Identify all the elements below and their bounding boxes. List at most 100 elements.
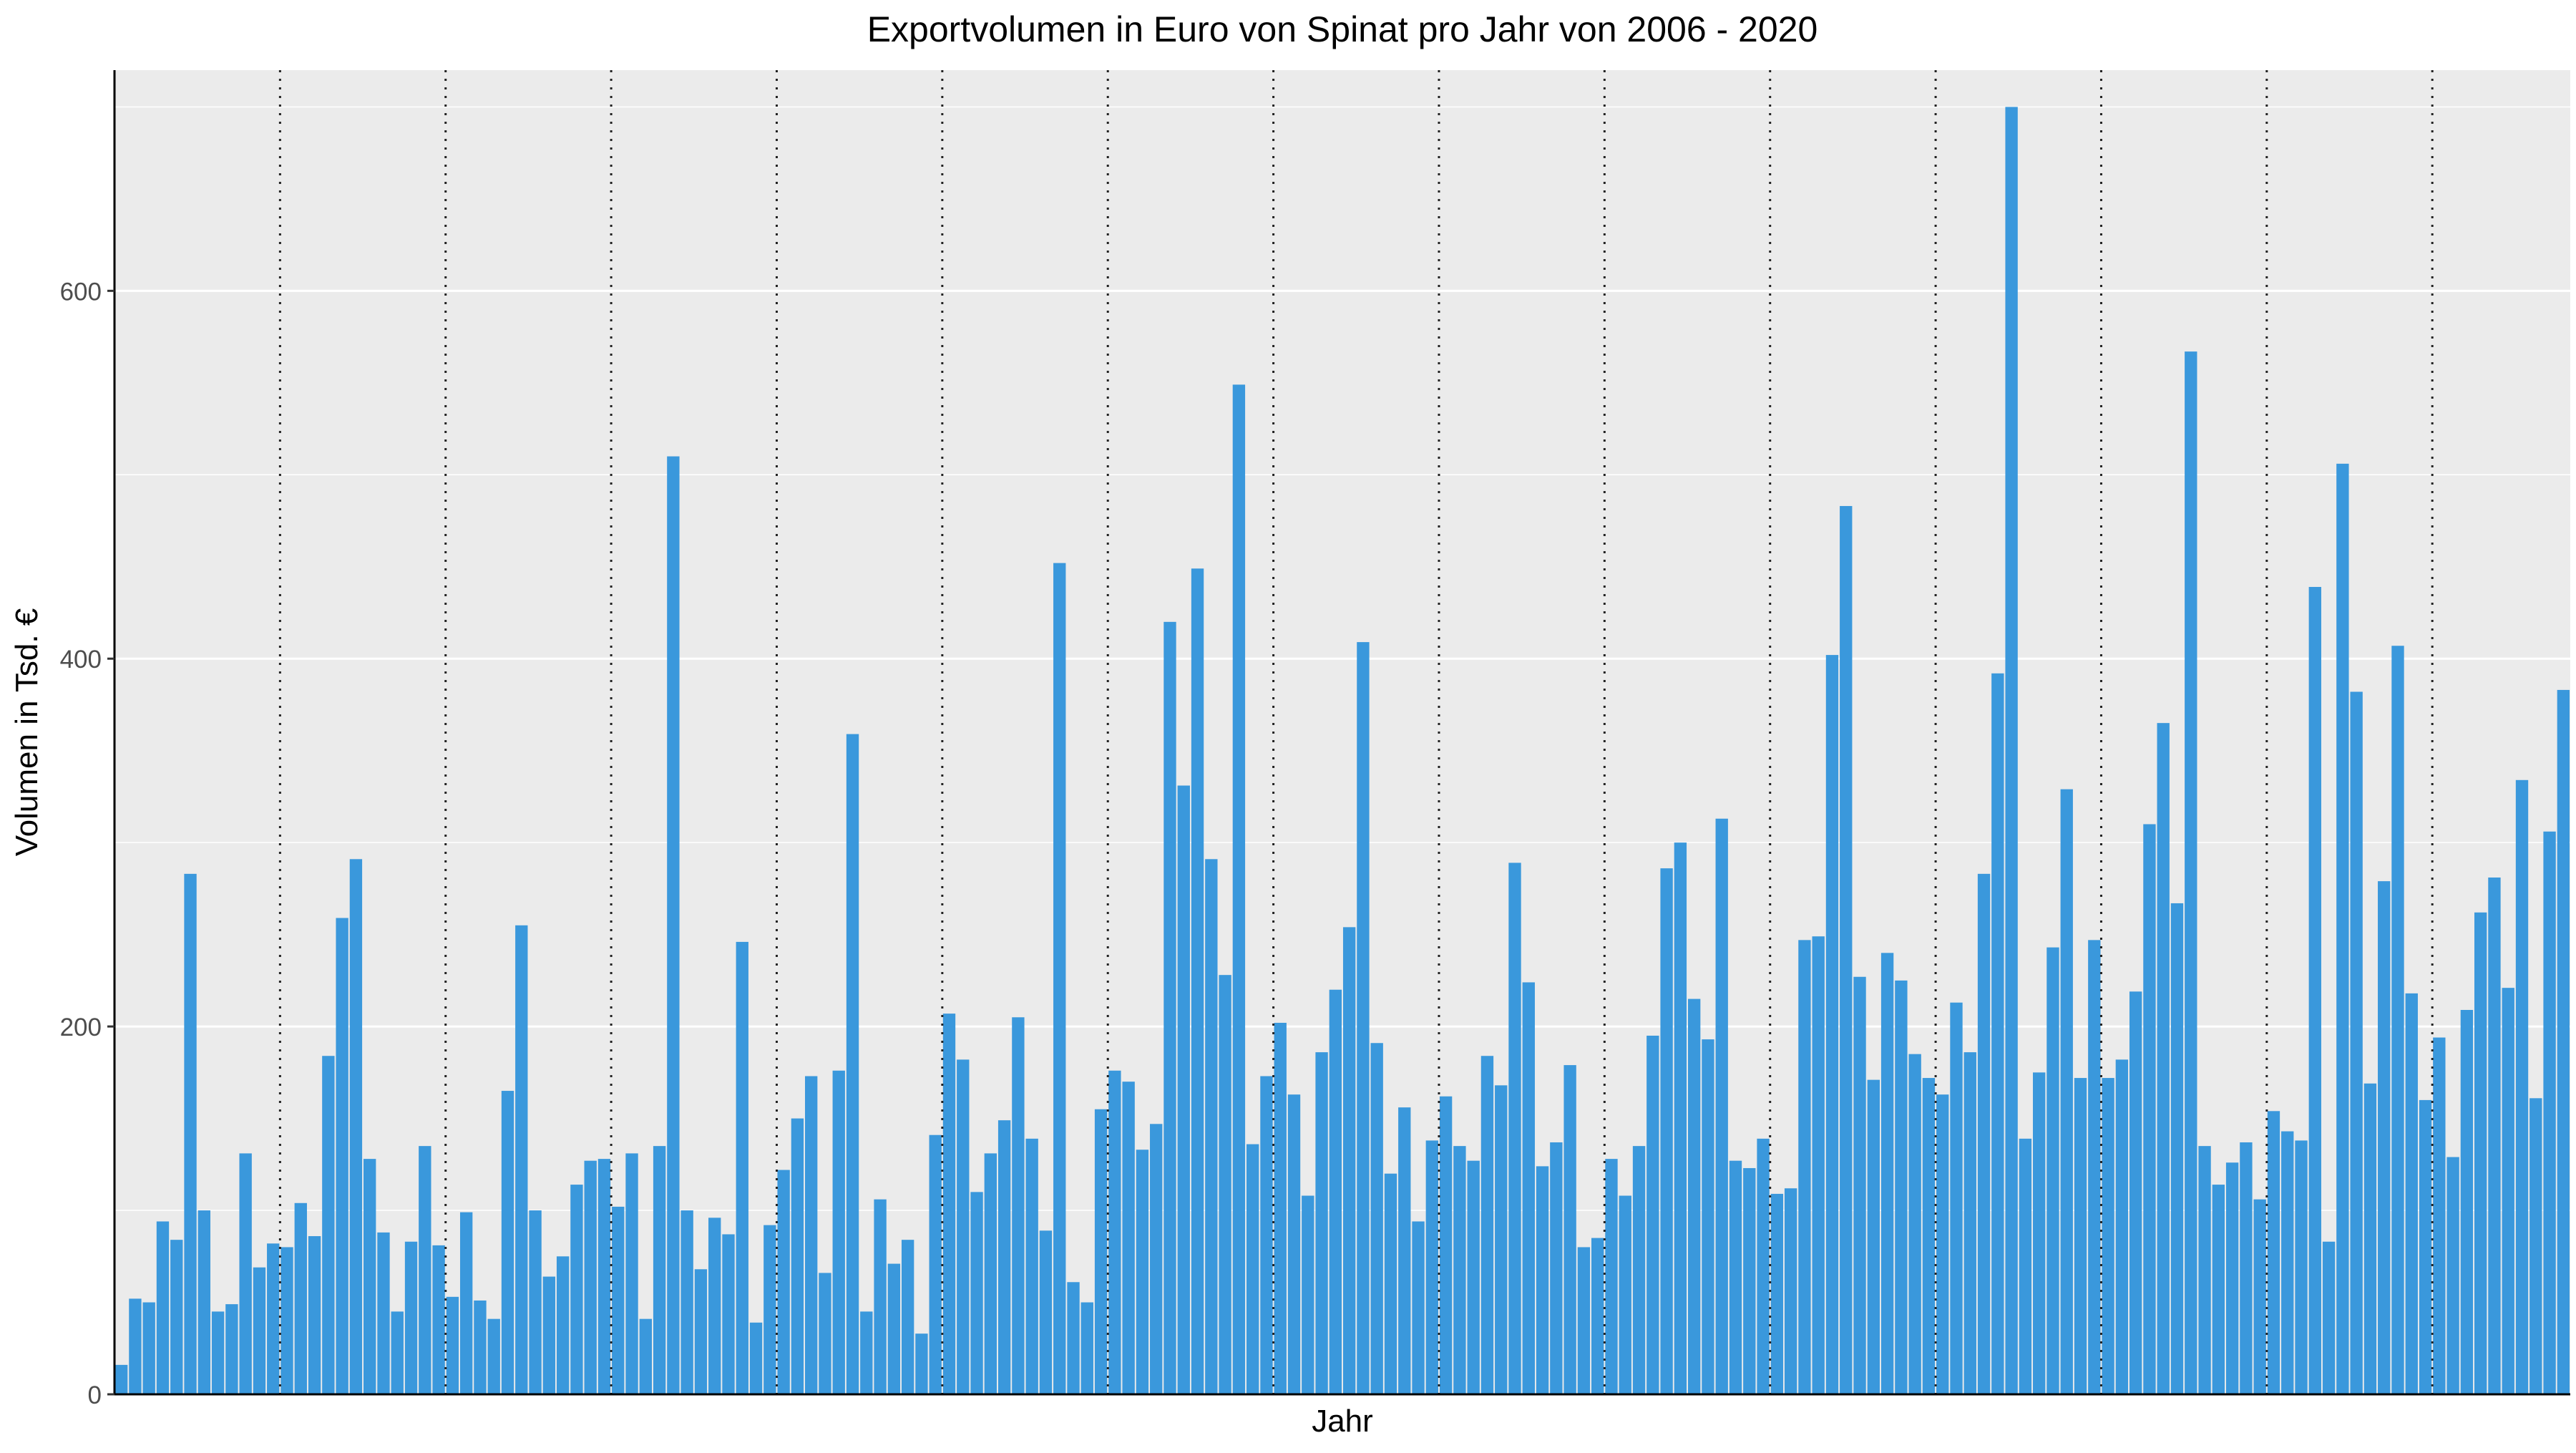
bar <box>2129 991 2142 1394</box>
bar <box>1729 1160 1742 1394</box>
bar <box>1370 1043 1383 1394</box>
bar <box>474 1300 487 1394</box>
bar <box>1536 1166 1549 1394</box>
bar <box>1039 1230 1053 1394</box>
bar <box>1467 1160 1480 1394</box>
bar <box>2308 587 2321 1394</box>
bar <box>2102 1078 2114 1394</box>
bar <box>1563 1065 1576 1394</box>
bar <box>1384 1173 1397 1394</box>
bar <box>1067 1282 1080 1394</box>
bar <box>1646 1035 1659 1394</box>
bar <box>2488 877 2501 1394</box>
bar <box>984 1153 997 1394</box>
bar <box>1508 862 1521 1394</box>
bar <box>1577 1247 1591 1394</box>
bar <box>791 1118 804 1394</box>
bar <box>280 1247 293 1394</box>
bar <box>1840 505 1853 1395</box>
bar <box>1619 1195 1631 1394</box>
bar <box>2046 947 2059 1394</box>
bar <box>1632 1146 1646 1394</box>
bar <box>2115 1059 2129 1394</box>
bar <box>1177 785 1190 1394</box>
bar <box>805 1076 818 1394</box>
bar <box>225 1304 238 1394</box>
bar <box>142 1302 155 1394</box>
bar <box>2170 903 2184 1394</box>
y-tick-label: 600 <box>60 278 102 306</box>
bar <box>1963 1052 1976 1394</box>
bar <box>1743 1167 1756 1394</box>
bar <box>846 734 859 1394</box>
bar <box>1495 1085 1508 1394</box>
bar <box>1770 1193 1784 1394</box>
bar <box>2419 1099 2432 1394</box>
bar <box>501 1091 514 1394</box>
bar <box>874 1199 887 1394</box>
bar <box>708 1218 721 1394</box>
bar <box>239 1153 252 1394</box>
bar <box>2557 689 2570 1394</box>
bar <box>197 1210 211 1394</box>
bar <box>2460 1009 2474 1394</box>
bar <box>2405 993 2418 1394</box>
bar <box>749 1322 763 1394</box>
bar <box>349 859 363 1394</box>
bar <box>1950 1002 1963 1394</box>
bar <box>1163 621 1176 1395</box>
bar <box>267 1243 280 1394</box>
bar <box>432 1245 445 1394</box>
bar <box>639 1318 652 1394</box>
bar <box>1302 1195 1314 1394</box>
bar <box>570 1185 583 1394</box>
bar <box>542 1276 556 1394</box>
bar <box>2322 1241 2336 1394</box>
bar <box>211 1311 225 1394</box>
bar <box>1219 975 1231 1394</box>
bar <box>2033 1072 2046 1394</box>
bar <box>1991 673 2004 1394</box>
bar <box>2267 1111 2280 1394</box>
bar <box>1757 1138 1770 1394</box>
bar <box>1936 1094 1949 1394</box>
bar <box>2198 1146 2211 1394</box>
bar <box>901 1240 914 1394</box>
bar <box>487 1318 500 1394</box>
bar <box>377 1232 390 1394</box>
bar <box>2143 824 2156 1394</box>
y-tick-label: 0 <box>88 1381 102 1409</box>
bar <box>1122 1082 1135 1394</box>
bar <box>1191 568 1204 1394</box>
bar <box>308 1236 321 1394</box>
bar <box>2212 1185 2225 1394</box>
bar <box>2433 1037 2446 1394</box>
bar <box>391 1311 404 1394</box>
bar <box>1080 1302 1093 1394</box>
bar <box>1094 1109 1108 1394</box>
bar <box>515 925 528 1394</box>
bar <box>1232 384 1246 1394</box>
year-dividers <box>278 70 2434 1394</box>
bar <box>777 1170 790 1394</box>
bar <box>2363 1083 2377 1394</box>
bar <box>2088 940 2101 1394</box>
bar <box>1908 1054 1921 1394</box>
bar <box>860 1311 873 1394</box>
bar <box>2529 1098 2542 1394</box>
bar <box>653 1146 666 1394</box>
bar <box>2502 988 2514 1394</box>
bar <box>667 456 680 1395</box>
bar <box>819 1273 831 1394</box>
bar <box>1798 940 1811 1394</box>
bar <box>1246 1144 1259 1394</box>
bar <box>1702 1039 1714 1394</box>
bar <box>957 1059 970 1394</box>
bar <box>1591 1238 1604 1394</box>
y-ticks: 0 200 400 600 <box>60 278 114 1409</box>
bar <box>1825 655 1839 1395</box>
bar <box>404 1241 418 1394</box>
bar <box>2446 1157 2459 1394</box>
bar <box>1660 868 1673 1394</box>
bar <box>1867 1079 1880 1394</box>
